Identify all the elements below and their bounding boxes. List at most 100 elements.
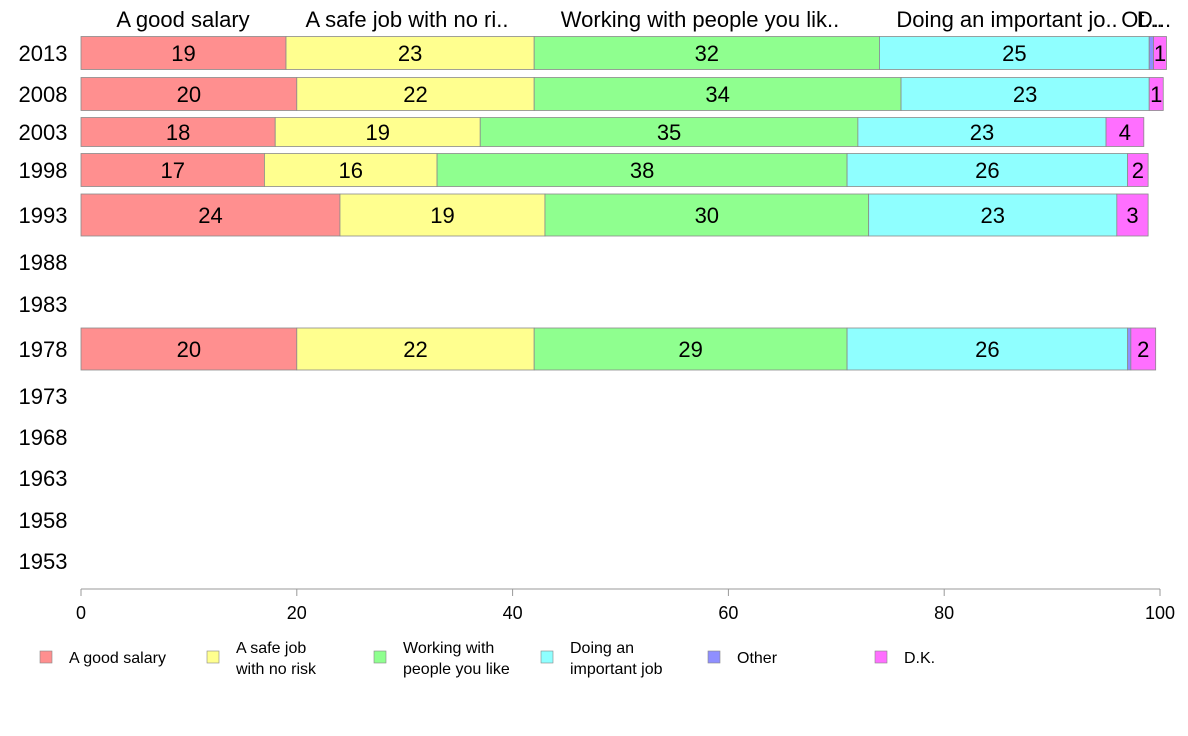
data-label: 24 <box>198 203 222 228</box>
bar-segment <box>1148 77 1164 111</box>
y-tick-label: 2008 <box>19 82 68 107</box>
data-label: 32 <box>695 41 719 66</box>
data-label: 26 <box>975 337 999 362</box>
x-tick-label: 40 <box>503 603 523 623</box>
legend-label: important job <box>570 661 663 678</box>
x-tick-label: 20 <box>287 603 307 623</box>
data-label: 29 <box>678 337 702 362</box>
legend-swatch <box>373 650 387 664</box>
legend-label: A good salary <box>69 650 166 667</box>
bar-segment <box>544 193 870 237</box>
bar-segment <box>1130 327 1157 371</box>
column-header: A safe job with no ri.. <box>306 7 509 32</box>
bar-segment <box>285 36 535 70</box>
bar-segment <box>80 327 298 371</box>
data-label: 38 <box>630 158 654 183</box>
column-header: Doing an important jo.. <box>896 7 1117 32</box>
data-label: 34 <box>705 82 729 107</box>
data-label: 19 <box>430 203 454 228</box>
bar-segment <box>868 193 1118 237</box>
bar-segment <box>846 153 1129 187</box>
data-label: 19 <box>365 120 389 145</box>
bar-segment <box>1127 327 1132 371</box>
legend-label: D.K. <box>904 650 935 667</box>
data-label: 3 <box>1126 203 1138 228</box>
data-label: 20 <box>177 82 201 107</box>
legend-swatch <box>707 650 721 664</box>
data-label: 19 <box>171 41 195 66</box>
bar-segment <box>264 153 438 187</box>
y-tick-label: 1998 <box>19 158 68 183</box>
bar-segment <box>274 117 481 147</box>
data-label: 30 <box>695 203 719 228</box>
column-header: Ot... <box>1121 7 1163 32</box>
data-label: 4 <box>1119 120 1131 145</box>
data-label: 22 <box>403 337 427 362</box>
data-label: 2 <box>1132 158 1144 183</box>
data-label: 1 <box>1150 82 1162 107</box>
column-header: A good salary <box>116 7 249 32</box>
data-label: 23 <box>981 203 1005 228</box>
bar-segment <box>296 327 535 371</box>
x-tick-label: 60 <box>718 603 738 623</box>
column-header: Working with people you lik.. <box>561 7 839 32</box>
bar-segment <box>879 36 1150 70</box>
legend-label: people you like <box>403 661 510 678</box>
data-label: 2 <box>1137 337 1149 362</box>
data-label: 20 <box>177 337 201 362</box>
data-label: 26 <box>975 158 999 183</box>
y-tick-label: 1993 <box>19 203 68 228</box>
y-tick-label: 1958 <box>19 508 68 533</box>
y-tick-label: 1973 <box>19 384 68 409</box>
bar-segment <box>1105 117 1145 147</box>
data-label: 25 <box>1002 41 1026 66</box>
bar-segment <box>1116 193 1149 237</box>
bar-segment <box>479 117 859 147</box>
data-label: 18 <box>166 120 190 145</box>
data-label: 35 <box>657 120 681 145</box>
bar-segment <box>533 77 902 111</box>
x-tick-label: 80 <box>934 603 954 623</box>
bar-segment <box>80 117 276 147</box>
data-label: 17 <box>160 158 184 183</box>
bar-segment <box>1153 36 1167 70</box>
bar-segment <box>1127 153 1149 187</box>
legend-swatch <box>39 650 53 664</box>
legend-swatch <box>874 650 888 664</box>
legend-swatch <box>206 650 220 664</box>
data-label: 23 <box>970 120 994 145</box>
legend-label: A safe job <box>236 640 306 657</box>
legend-label: Working with <box>403 640 494 657</box>
bar-segment <box>1148 36 1154 70</box>
y-tick-label: 1983 <box>19 292 68 317</box>
data-label: 1 <box>1154 41 1166 66</box>
bar-segment <box>846 327 1129 371</box>
legend-label: Other <box>737 650 778 667</box>
x-tick-label: 0 <box>76 603 86 623</box>
bar-segment <box>80 153 265 187</box>
data-label: 22 <box>403 82 427 107</box>
column-header: D... <box>1137 7 1171 32</box>
legend-label: Doing an <box>570 640 634 657</box>
y-tick-label: 1963 <box>19 466 68 491</box>
y-tick-label: 2003 <box>19 120 68 145</box>
data-label: 23 <box>398 41 422 66</box>
y-tick-label: 1953 <box>19 549 68 574</box>
data-label: 16 <box>339 158 363 183</box>
bar-segment <box>900 77 1150 111</box>
bar-segment <box>80 77 298 111</box>
legend-swatch <box>540 650 554 664</box>
y-tick-label: 1968 <box>19 425 68 450</box>
x-tick-label: 100 <box>1145 603 1175 623</box>
y-tick-label: 2013 <box>19 41 68 66</box>
legend-label: with no risk <box>235 661 317 678</box>
bar-segment <box>533 36 880 70</box>
y-tick-label: 1988 <box>19 250 68 275</box>
bar-segment <box>436 153 848 187</box>
y-tick-label: 1978 <box>19 337 68 362</box>
bar-segment <box>296 77 535 111</box>
bar-segment <box>80 193 341 237</box>
bar-segment <box>80 36 287 70</box>
